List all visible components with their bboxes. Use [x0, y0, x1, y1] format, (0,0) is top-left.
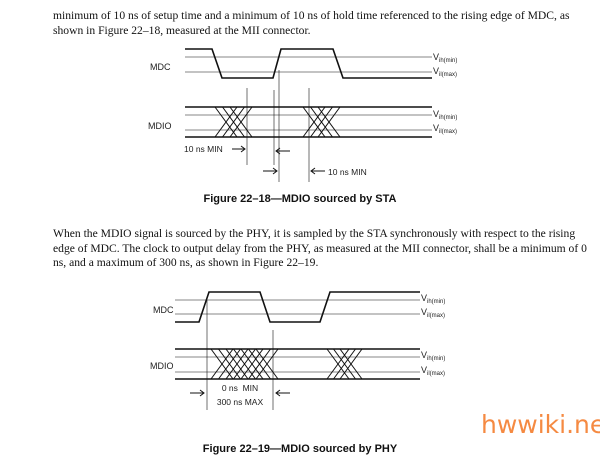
transition-stroke: [310, 106, 333, 138]
vil-label: Vil(max): [433, 123, 457, 135]
mdio-transition-2: [302, 106, 341, 138]
svg-text:Vih(min): Vih(min): [421, 293, 445, 305]
figure-22-19-diagram: [175, 291, 420, 410]
svg-text:Vih(min): Vih(min): [433, 109, 457, 121]
mdio-label: MDIO: [150, 361, 174, 371]
vih-label: Vih(min): [433, 109, 457, 121]
mdio-label: MDIO: [148, 121, 172, 131]
vih-label: Vih(min): [421, 293, 445, 305]
transition-stroke: [255, 348, 279, 380]
svg-text:Vil(max): Vil(max): [433, 123, 457, 135]
vil-label: Vil(max): [421, 307, 445, 319]
mdio-transition-1: [210, 348, 279, 380]
setup-time-label: 10 ns MIN: [184, 144, 223, 154]
mdc-waveform: [175, 291, 420, 323]
arrow-left-icon: [275, 147, 290, 155]
transition-stroke: [333, 348, 356, 380]
paragraph-1: minimum of 10 ns of setup time and a min…: [53, 9, 570, 37]
vil-label: Vil(max): [433, 66, 457, 78]
transition-stroke: [317, 106, 341, 138]
vih-label: Vih(min): [433, 52, 457, 64]
arrow-right-icon: [190, 389, 205, 397]
hold-time-label: 10 ns MIN: [328, 167, 367, 177]
figure-22-19-caption: Figure 22–19—MDIO sourced by PHY: [202, 443, 398, 455]
vil-label: Vil(max): [421, 365, 445, 377]
arrow-left-icon: [275, 389, 290, 397]
arrow-right-icon: [263, 167, 278, 175]
min-delay-label: 0 ns MIN: [222, 383, 258, 393]
paragraph-2: When the MDIO signal is sourced by the P…: [53, 227, 587, 269]
svg-text:Vih(min): Vih(min): [421, 350, 445, 362]
mdio-transition-2: [326, 348, 363, 380]
mdc-label: MDC: [150, 62, 171, 72]
svg-text:Vil(max): Vil(max): [433, 66, 457, 78]
figure-22-18-diagram: [185, 48, 432, 182]
svg-text:Vil(max): Vil(max): [421, 365, 445, 377]
vih-label: Vih(min): [421, 350, 445, 362]
arrow-left-icon: [310, 167, 325, 175]
mdc-waveform: [185, 48, 432, 79]
svg-text:Vil(max): Vil(max): [421, 307, 445, 319]
max-delay-label: 300 ns MAX: [217, 397, 264, 407]
mdc-label: MDC: [153, 305, 174, 315]
svg-text:Vih(min): Vih(min): [433, 52, 457, 64]
transition-stroke: [339, 348, 363, 380]
transition-stroke: [229, 106, 253, 138]
transition-stroke: [326, 348, 350, 380]
watermark-logo: hwwiki.net: [481, 410, 600, 439]
transition-stroke: [248, 348, 271, 380]
arrow-right-icon: [232, 145, 246, 153]
figure-22-18-caption: Figure 22–18—MDIO sourced by STA: [203, 193, 397, 205]
mdio-transition-1: [214, 106, 253, 138]
transition-stroke: [222, 106, 245, 138]
